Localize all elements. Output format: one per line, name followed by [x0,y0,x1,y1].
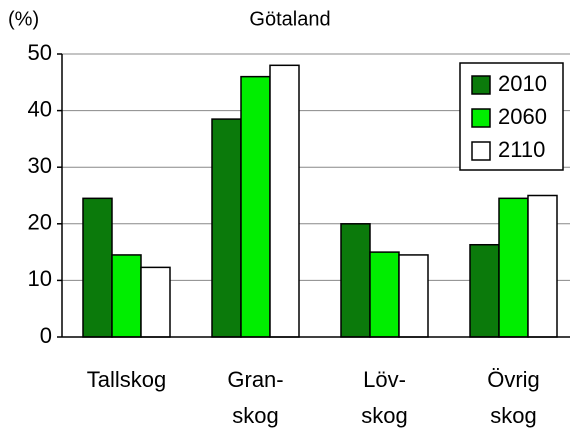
y-tick-label: 10 [28,266,52,291]
bar [340,223,371,338]
legend-swatch [471,141,491,161]
bar [527,194,558,338]
bar [498,197,529,338]
bar [369,251,400,338]
bar [269,64,300,338]
y-tick-label: 30 [28,153,52,178]
bar [398,254,429,338]
bar [211,118,242,338]
legend-label: 2010 [498,71,547,96]
x-tick-label: Gran- skog [227,367,284,428]
x-tick-label: Övrig skog [487,367,540,428]
legend-swatch [471,75,491,95]
legend-swatch [471,108,491,128]
y-axis-label: (%) [8,8,39,30]
x-tick-label: Tallskog [86,367,167,392]
legend-label: 2060 [498,104,547,129]
x-tick-label: Löv- skog [361,367,408,428]
y-tick-label: 0 [40,323,52,348]
y-tick-label: 40 [28,96,52,121]
bar [140,266,171,338]
chart-title: Götaland [249,8,330,30]
bar [82,197,113,338]
bar [469,243,500,338]
legend-label: 2110 [498,137,545,162]
y-tick-label: 50 [28,40,52,65]
bar [240,75,271,338]
y-tick-label: 20 [28,210,52,235]
bar [111,254,142,338]
